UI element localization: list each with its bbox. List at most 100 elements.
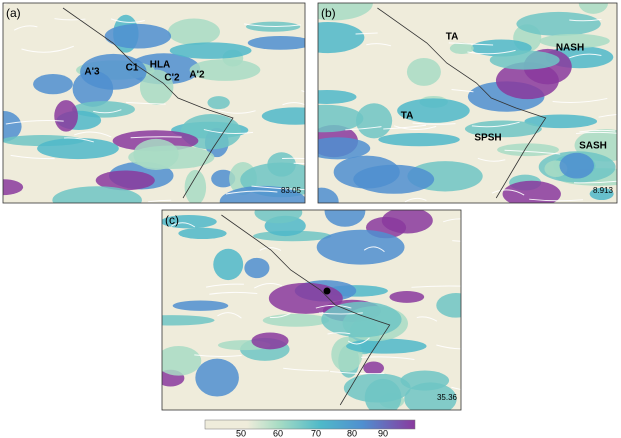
streamline	[575, 131, 617, 135]
wind-speed-blob	[363, 361, 384, 375]
wind-speed-blob	[262, 313, 330, 327]
streamline	[293, 162, 305, 165]
coastline	[221, 214, 391, 406]
colorbar-tick: 90	[378, 428, 388, 438]
streamline	[170, 222, 196, 228]
streamline	[209, 291, 258, 295]
annotation: HLA	[150, 60, 171, 71]
annotation: NASH	[556, 43, 584, 54]
streamline	[451, 386, 461, 390]
annotation: TA	[401, 111, 414, 122]
streamline	[355, 32, 378, 35]
streamline	[467, 49, 516, 55]
streamline	[5, 120, 64, 125]
panel-value: 83.05	[281, 186, 302, 195]
wind-speed-blob	[172, 300, 229, 311]
wind-speed-blob	[3, 179, 24, 196]
wind-speed-blob	[195, 358, 239, 397]
annotation: C'2	[164, 73, 180, 84]
wind-speed-blob	[397, 98, 470, 123]
wind-speed-blob	[139, 69, 174, 106]
streamline	[477, 157, 506, 162]
streamline	[283, 367, 329, 372]
colorbar-tick: 50	[236, 428, 246, 438]
streamline	[130, 136, 182, 139]
wind-speed-blob	[578, 3, 608, 14]
streamline	[412, 122, 456, 125]
streamline	[404, 197, 427, 203]
streamline	[330, 370, 385, 375]
wind-speed-blob	[400, 370, 450, 391]
streamline	[471, 121, 520, 128]
streamline	[282, 102, 305, 106]
streamline	[269, 312, 291, 319]
wind-speed-blob	[189, 59, 261, 81]
coastline	[62, 7, 234, 199]
panel-frame	[2, 2, 306, 204]
colorbar	[204, 419, 416, 430]
wind-speed-blob	[449, 42, 474, 54]
wind-speed-blob	[133, 138, 179, 170]
wind-speed-blob	[178, 227, 227, 240]
wind-speed-blob	[559, 152, 595, 179]
streamline	[529, 198, 584, 202]
streamline	[579, 129, 616, 133]
streamline	[194, 354, 242, 357]
wind-speed-blob	[167, 18, 220, 46]
panel-frame	[317, 2, 618, 204]
streamline	[315, 304, 352, 309]
streamline	[54, 18, 86, 21]
streamline	[361, 356, 415, 360]
streamline	[225, 190, 278, 195]
streamline	[552, 97, 608, 103]
wind-speed-blob	[381, 210, 433, 234]
wind-speed-blob	[321, 301, 402, 338]
streamline	[110, 18, 145, 23]
streamline	[366, 43, 392, 47]
wind-speed-blob	[251, 332, 289, 350]
streamline	[205, 283, 244, 288]
wind-speed-blob	[104, 23, 172, 49]
streamline	[451, 88, 474, 93]
colorbar-tick: 80	[347, 428, 357, 438]
wind-speed-blob	[318, 89, 357, 104]
streamline	[244, 23, 301, 27]
streamline	[327, 332, 351, 335]
streamline	[13, 25, 38, 31]
panel-value: 8.913	[593, 186, 614, 195]
wind-speed-blob	[364, 378, 402, 410]
wind-speed-blob	[589, 187, 614, 201]
map-panel	[318, 3, 617, 203]
streamline	[148, 199, 172, 203]
map-panel	[162, 210, 461, 410]
streamline	[598, 114, 617, 118]
streamline	[393, 125, 437, 130]
wind-speed-blob	[318, 104, 364, 133]
wind-speed-blob	[169, 42, 252, 59]
wind-speed-blob	[436, 293, 461, 318]
streamline	[282, 157, 305, 160]
wind-speed-blob	[318, 187, 339, 203]
streamline	[383, 124, 427, 130]
wind-speed-blob	[254, 210, 303, 224]
streamline	[93, 109, 122, 114]
streamline	[251, 185, 305, 191]
wind-speed-blob	[162, 215, 217, 229]
wind-speed-blob	[95, 170, 155, 191]
colorbar-tick: 60	[273, 428, 283, 438]
streamline	[504, 149, 561, 155]
wind-speed-blob	[247, 36, 305, 50]
wind-speed-blob	[261, 107, 305, 125]
colorbar-tick: 70	[311, 428, 321, 438]
streamline	[10, 154, 55, 160]
wind-speed-blob	[52, 186, 142, 203]
streamline	[203, 129, 254, 135]
wind-speed-blob	[184, 169, 207, 203]
wind-speed-blob	[318, 137, 371, 160]
wind-speed-blob	[346, 338, 427, 354]
streamline	[448, 42, 494, 46]
wind-speed-blob	[516, 11, 601, 36]
wind-speed-blob	[318, 3, 373, 21]
streamline	[319, 312, 363, 315]
wind-speed-blob	[219, 185, 305, 203]
